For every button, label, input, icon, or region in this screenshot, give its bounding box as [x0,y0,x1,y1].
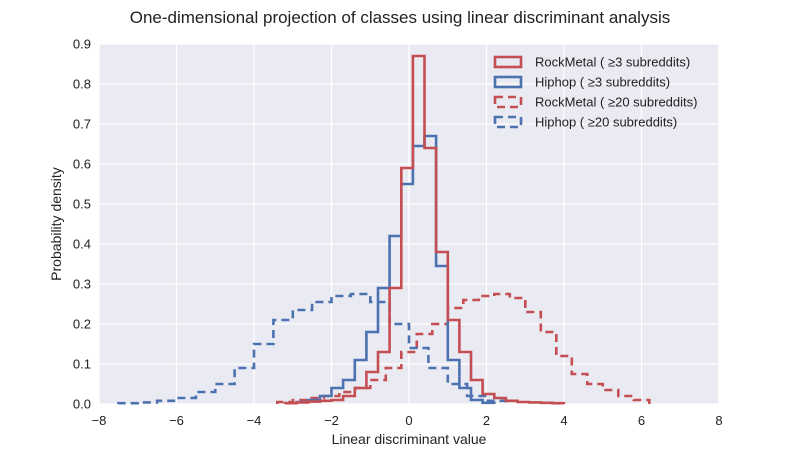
y-tick-label: 0.5 [73,197,91,212]
y-tick-label: 0.0 [73,397,91,412]
legend-swatch [493,115,523,129]
x-tick-label: −2 [324,413,339,428]
series-layer [117,54,651,405]
legend-label: RockMetal ( ≥20 subreddits) [535,95,697,110]
y-tick-label: 0.3 [73,277,91,292]
y-tick-label: 0.7 [73,117,91,132]
y-tick-label: 0.8 [73,77,91,92]
legend-label: RockMetal ( ≥3 subreddits) [535,55,690,70]
x-tick-label: −4 [247,413,262,428]
legend-swatch [493,75,523,89]
y-axis-label: Probability density [48,167,64,281]
y-tick-label: 0.1 [73,357,91,372]
x-tick-label: 0 [405,413,412,428]
legend-swatch [493,55,523,69]
histogram-series-4 [117,292,508,405]
x-tick-label: 4 [560,413,567,428]
y-tick-label: 0.9 [73,37,91,52]
x-axis-label: Linear discriminant value [332,431,487,447]
histogram-series-1 [283,54,566,405]
legend-label: Hiphop ( ≥20 subreddits) [535,115,677,130]
x-tick-label: 6 [638,413,645,428]
legend-swatch [493,95,523,109]
x-tick-label: −6 [169,413,184,428]
legend: RockMetal ( ≥3 subreddits) Hiphop ( ≥3 su… [493,55,697,130]
y-tick-label: 0.4 [73,237,91,252]
legend-label: Hiphop ( ≥3 subreddits) [535,75,670,90]
x-axis-ticks: −8 −6 −4 −2 0 2 4 6 8 [92,413,723,428]
histogram-series-3 [276,292,651,404]
y-tick-label: 0.6 [73,157,91,172]
y-axis-ticks: 0.0 0.1 0.2 0.3 0.4 0.5 0.6 0.7 0.8 0.9 [73,37,91,412]
x-tick-label: 2 [483,413,490,428]
histogram-series-2 [283,134,496,405]
x-tick-label: −8 [92,413,107,428]
chart-title: One-dimensional projection of classes us… [130,8,670,27]
grid [98,43,720,405]
y-tick-label: 0.2 [73,317,91,332]
x-tick-label: 8 [715,413,722,428]
